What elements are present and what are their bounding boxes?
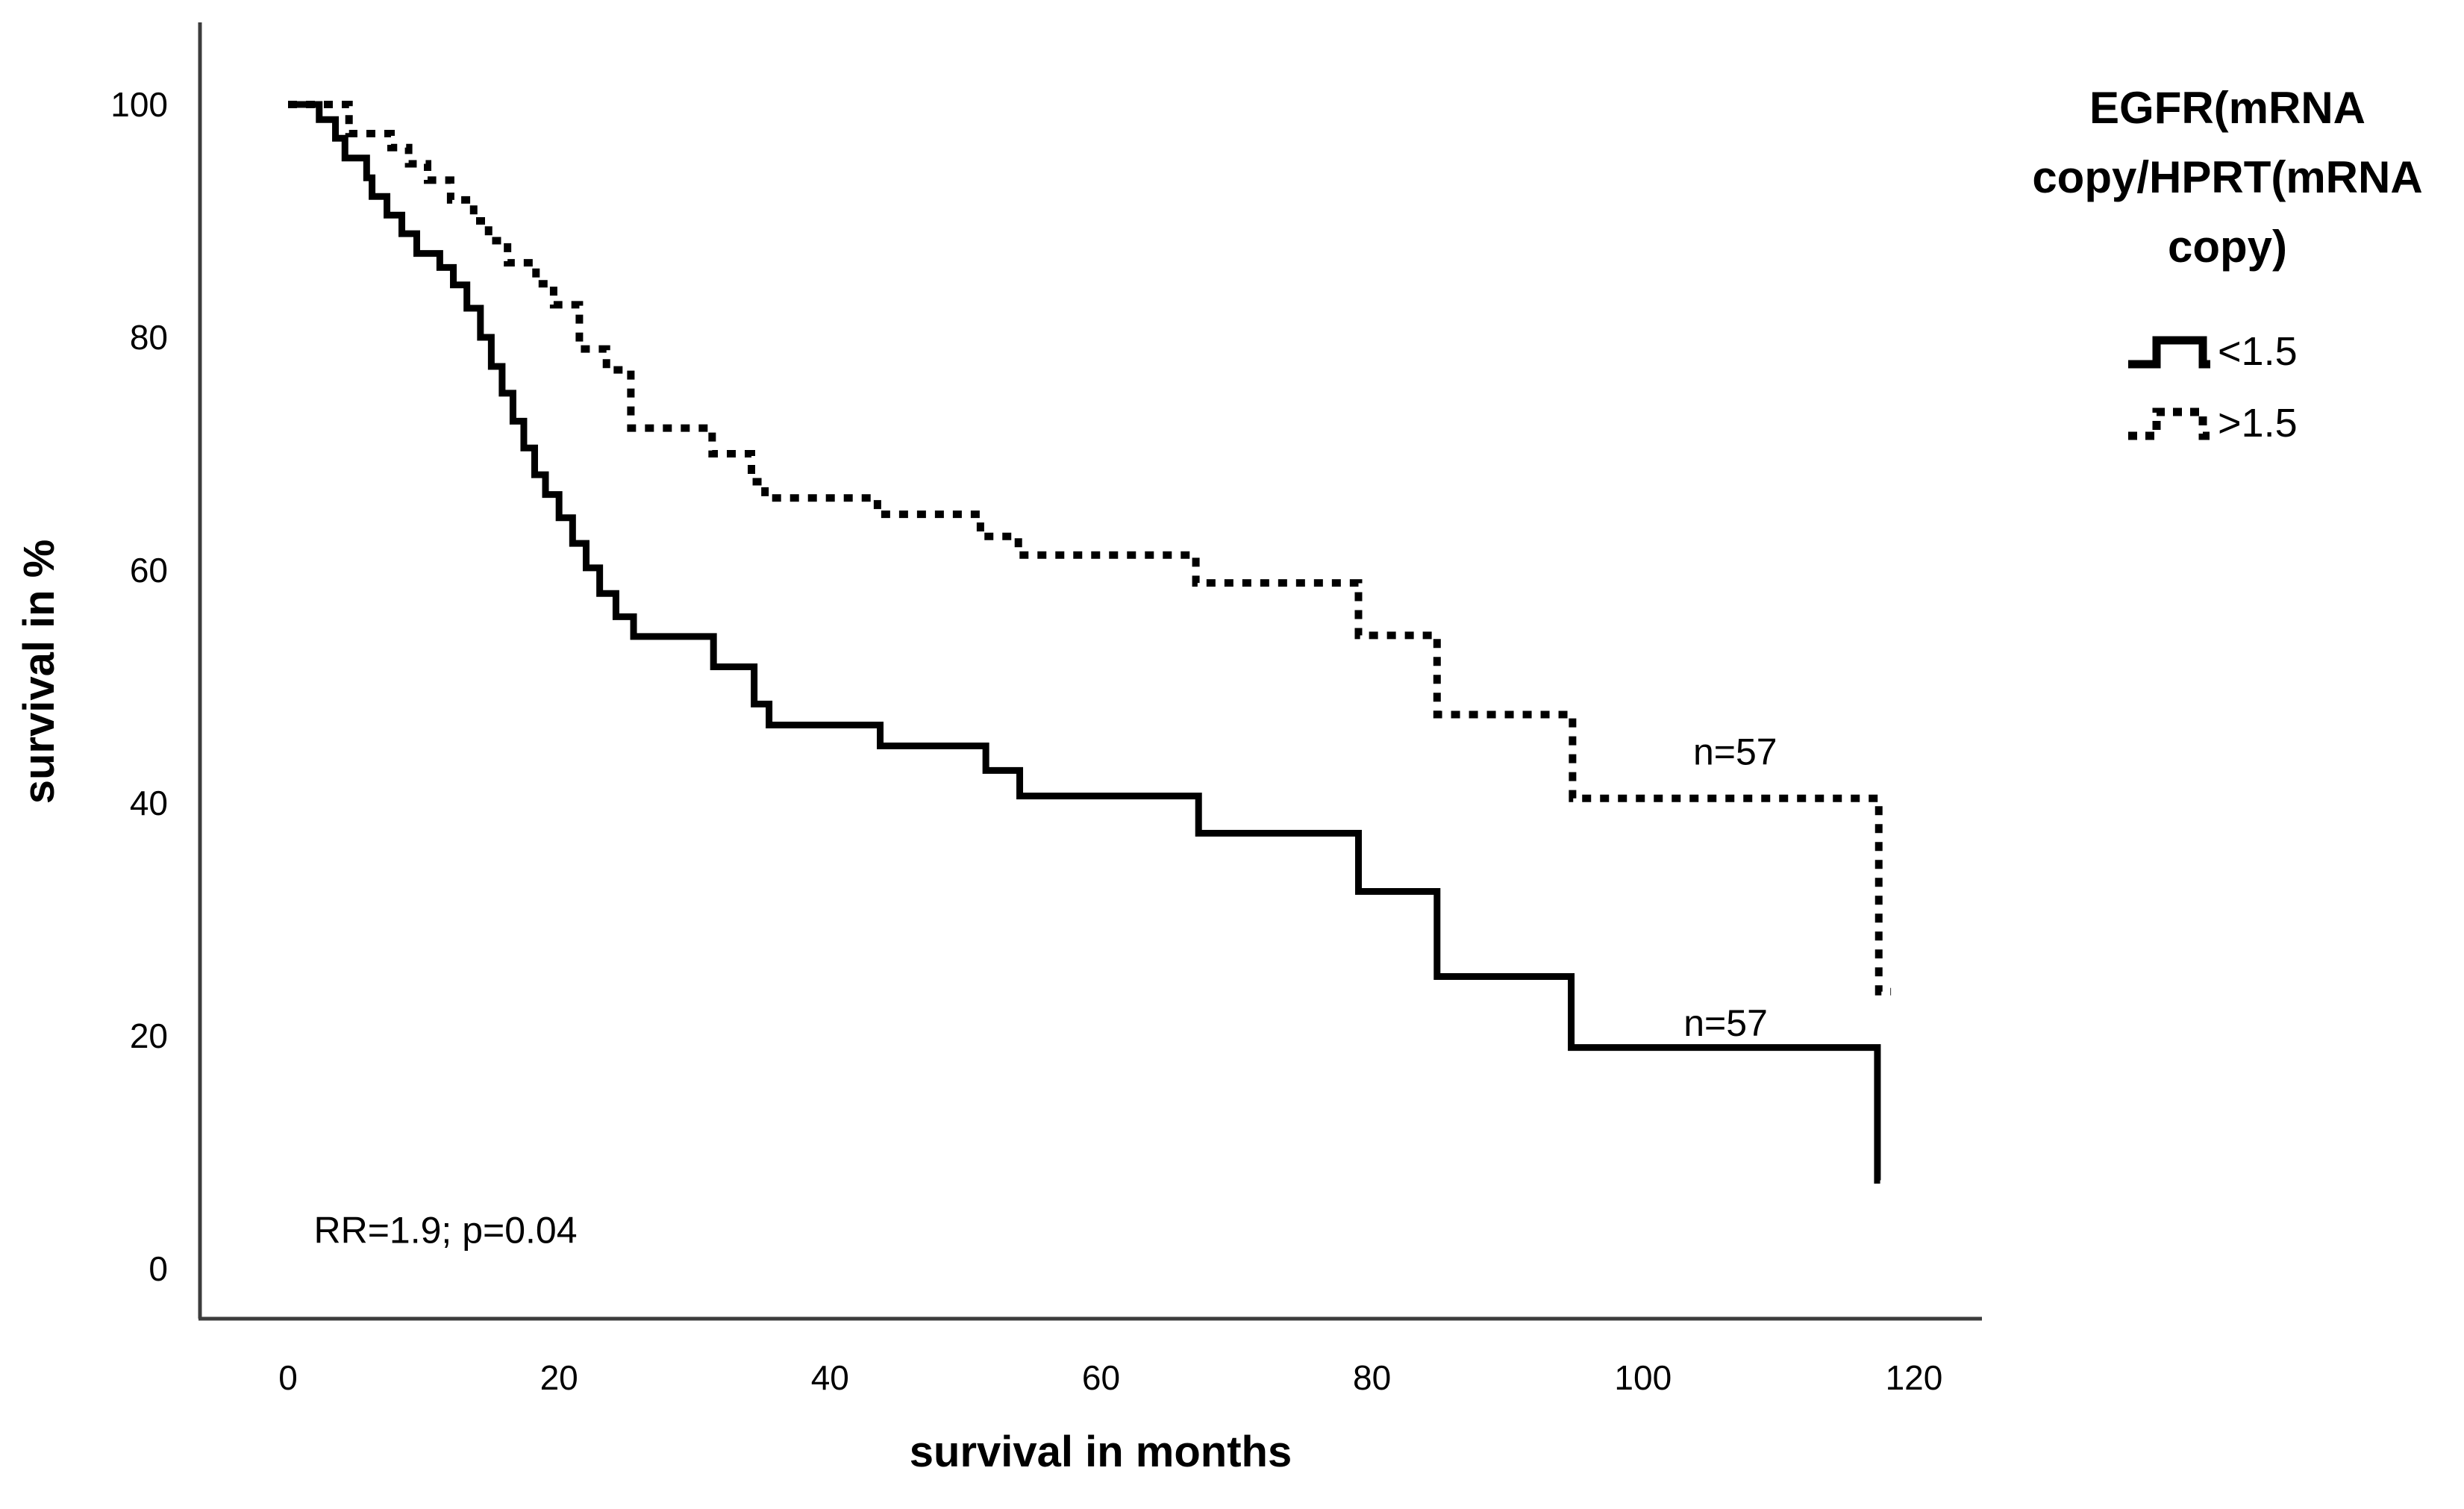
legend-entry-lt15: <1.5 — [2128, 329, 2298, 374]
y-tick-label: 60 — [130, 551, 168, 590]
legend: EGFR(mRNA copy/HPRT(mRNA copy) <1.5 >1.5 — [2032, 83, 2422, 446]
x-tick-label: 60 — [1082, 1358, 1120, 1397]
y-tick-label: 20 — [130, 1016, 168, 1055]
x-tick-label: 100 — [1614, 1358, 1672, 1397]
x-axis-title: survival in months — [910, 1428, 1292, 1476]
x-tick-label: 80 — [1353, 1358, 1391, 1397]
y-tick-label: 40 — [130, 784, 168, 822]
y-tick-label: 0 — [148, 1249, 168, 1288]
n-label-lt15: n=57 — [1683, 1002, 1768, 1044]
y-tick-label: 100 — [110, 85, 168, 124]
km-curve-gt15 — [288, 101, 1892, 996]
legend-solid-line-icon — [2128, 336, 2210, 369]
legend-title-line2: copy/HPRT(mRNA — [2032, 152, 2422, 202]
x-tick-label: 40 — [811, 1358, 849, 1397]
legend-entry-gt15: >1.5 — [2128, 401, 2298, 446]
km-curve-lt15 — [288, 101, 1881, 1184]
x-tick-label: 20 — [540, 1358, 578, 1397]
rr-p-value-label: RR=1.9; p=0.04 — [314, 1210, 578, 1252]
legend-dotted-line-icon — [2128, 407, 2210, 440]
legend-entry-gt15-label: >1.5 — [2218, 401, 2298, 446]
x-tick-label: 0 — [278, 1358, 298, 1397]
legend-title-line3: copy) — [2168, 222, 2287, 272]
x-tick-labels: 0 20 40 60 80 100 120 — [278, 1358, 1942, 1397]
legend-title-line1: EGFR(mRNA — [2089, 83, 2365, 133]
legend-entry-lt15-label: <1.5 — [2218, 329, 2298, 374]
x-tick-label: 120 — [1886, 1358, 1943, 1397]
y-tick-labels: 100 80 60 40 20 0 — [110, 85, 168, 1288]
n-label-gt15: n=57 — [1693, 731, 1777, 772]
y-tick-label: 80 — [130, 318, 168, 357]
y-axis-title: survival in % — [15, 540, 63, 805]
